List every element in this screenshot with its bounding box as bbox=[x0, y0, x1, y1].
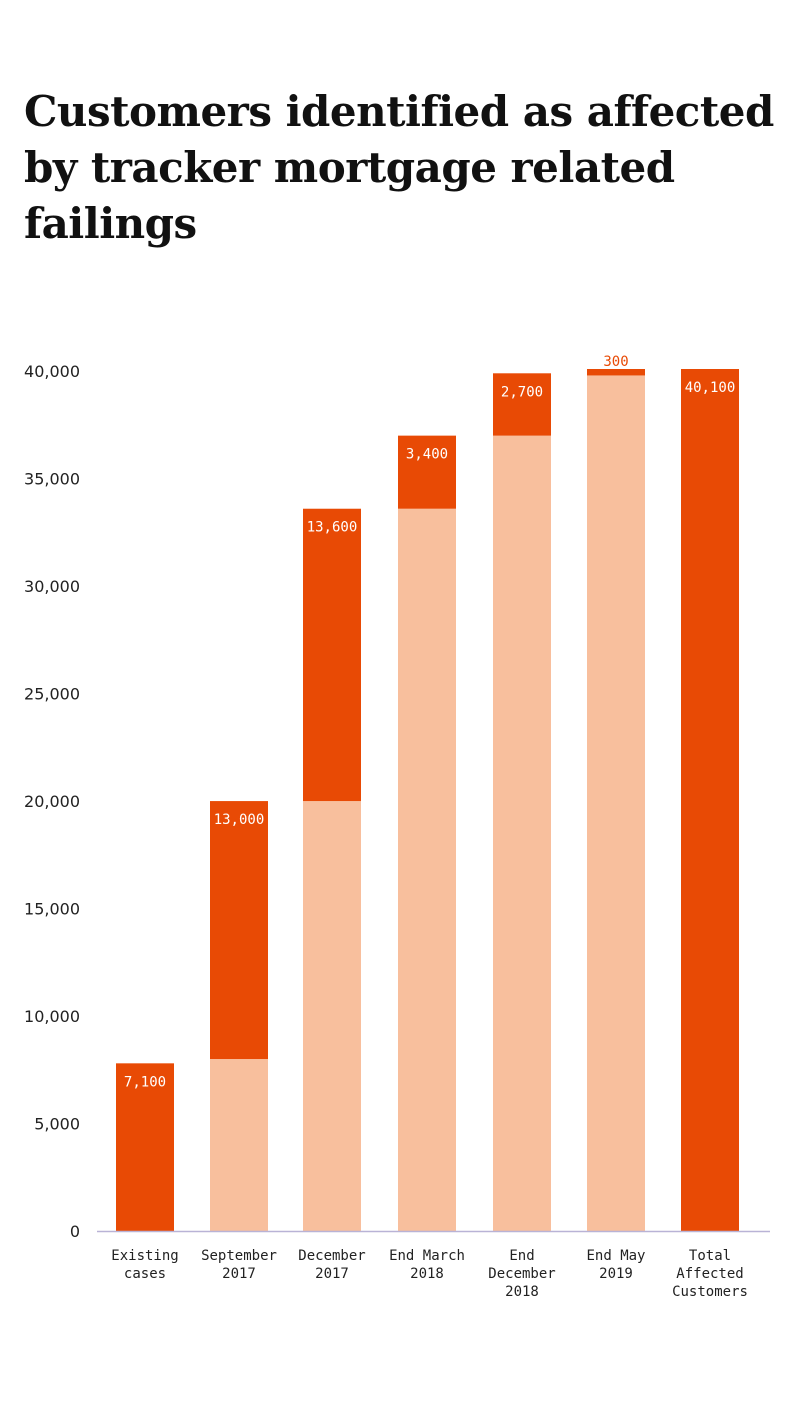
x-tick-label: cases bbox=[124, 1266, 166, 1282]
y-tick-label: 10,000 bbox=[24, 1007, 80, 1026]
x-tick-label: Existing bbox=[111, 1248, 178, 1264]
bar-increment-segment bbox=[493, 373, 551, 436]
x-tick-label: End May bbox=[586, 1248, 645, 1264]
bar-base-segment bbox=[210, 1059, 268, 1231]
x-tick-label: 2018 bbox=[410, 1266, 444, 1282]
bar-increment-segment bbox=[210, 801, 268, 1060]
bar-increment-segment bbox=[303, 508, 361, 802]
x-tick-label: Affected bbox=[676, 1266, 743, 1282]
x-tick-label: December bbox=[298, 1248, 365, 1264]
data-label: 300 bbox=[603, 354, 628, 370]
bar-base-segment bbox=[303, 801, 361, 1231]
bar-base-segment bbox=[493, 435, 551, 1231]
x-tick-label: Total bbox=[689, 1248, 731, 1264]
y-tick-label: 30,000 bbox=[24, 577, 80, 596]
y-tick-label: 5,000 bbox=[34, 1115, 80, 1134]
x-axis-labels: Existing cases September 2017 December 2017 En… bbox=[111, 1248, 748, 1300]
chart-title: Customers identified as affected by trac… bbox=[24, 87, 774, 248]
bar-base-segment bbox=[587, 375, 645, 1232]
bar-base-segment bbox=[398, 508, 456, 1231]
x-tick-label: September bbox=[201, 1248, 277, 1264]
y-axis-ticks: 0 5,000 10,000 15,000 20,000 25,000 30,000 35,0… bbox=[24, 362, 80, 1241]
bar-increment-segment bbox=[681, 369, 739, 1231]
y-tick-label: 40,000 bbox=[24, 362, 80, 381]
x-tick-label: December bbox=[488, 1266, 555, 1282]
bar-increment-segment bbox=[587, 369, 645, 376]
y-tick-label: 15,000 bbox=[24, 900, 80, 919]
data-label: 13,600 bbox=[307, 520, 358, 536]
x-tick-label: Customers bbox=[672, 1284, 748, 1300]
x-tick-label: 2017 bbox=[315, 1266, 349, 1282]
data-label: 2,700 bbox=[501, 384, 543, 400]
x-tick-label: 2019 bbox=[599, 1266, 633, 1282]
data-label: 13,000 bbox=[214, 812, 265, 828]
bar-increment-segment bbox=[398, 435, 456, 509]
bars bbox=[116, 369, 739, 1232]
y-tick-label: 35,000 bbox=[24, 470, 80, 489]
y-tick-label: 20,000 bbox=[24, 792, 80, 811]
x-tick-label: 2017 bbox=[222, 1266, 256, 1282]
data-label: 3,400 bbox=[406, 447, 448, 463]
x-tick-label: 2018 bbox=[505, 1284, 539, 1300]
data-label: 7,100 bbox=[124, 1074, 166, 1090]
y-tick-label: 0 bbox=[70, 1222, 80, 1241]
x-tick-label: End bbox=[509, 1248, 534, 1264]
data-label: 40,100 bbox=[685, 380, 736, 396]
x-tick-label: End March bbox=[389, 1248, 465, 1264]
bar-increment-segment bbox=[116, 1063, 174, 1231]
data-labels: 7,100 13,000 13,600 3,400 2,700 300 40,100 bbox=[124, 354, 735, 1090]
y-tick-label: 25,000 bbox=[24, 685, 80, 704]
